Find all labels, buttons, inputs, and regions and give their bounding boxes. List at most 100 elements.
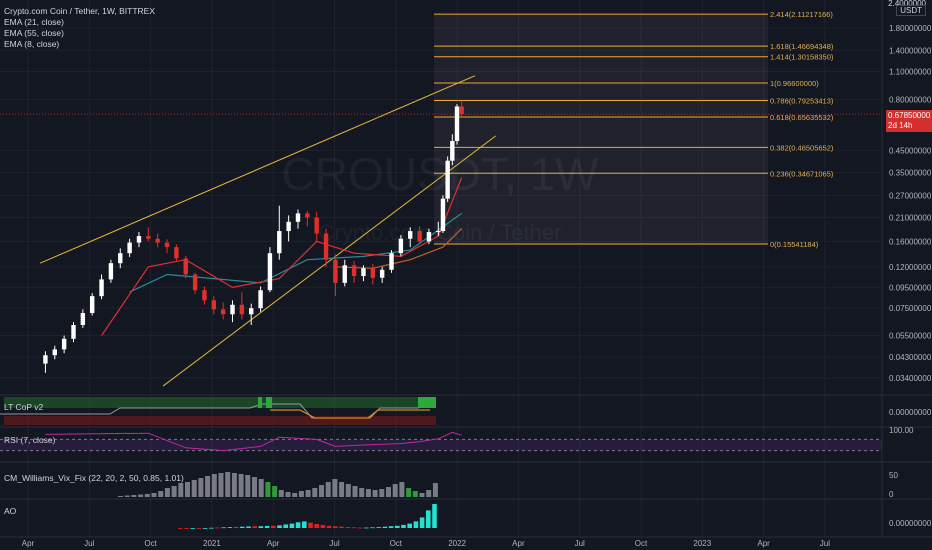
candle bbox=[192, 272, 198, 295]
ao-bar bbox=[376, 527, 381, 528]
time-axis-label: Apr bbox=[512, 539, 525, 548]
price-axis-label: 0.80000000 bbox=[889, 96, 932, 105]
candle-body bbox=[52, 349, 57, 356]
vix-fix-pane: 50 0 bbox=[118, 471, 898, 499]
ltcop-signal-bar bbox=[418, 397, 436, 408]
candle-body bbox=[295, 213, 301, 222]
vix-bar bbox=[171, 486, 177, 497]
candle bbox=[333, 254, 338, 297]
candle-body bbox=[351, 265, 357, 277]
candle bbox=[127, 238, 132, 258]
candle-body bbox=[323, 233, 329, 260]
candle bbox=[389, 250, 394, 273]
time-axis-label: Jul bbox=[820, 539, 830, 548]
time-axis-label: Jul bbox=[84, 539, 94, 548]
symbol-title[interactable]: Crypto.com Coin / Tether, 1W, BITTREX bbox=[4, 6, 156, 16]
ao-bar bbox=[283, 524, 288, 528]
ao-label[interactable]: AO bbox=[4, 506, 17, 516]
vix-bar bbox=[205, 476, 211, 497]
candle bbox=[277, 205, 282, 260]
ao-bar bbox=[289, 523, 295, 528]
time-axis-label: 2023 bbox=[693, 539, 711, 548]
time-axis-label: Oct bbox=[144, 539, 157, 548]
ao-bar bbox=[215, 527, 220, 529]
vix-bar bbox=[426, 490, 432, 497]
candle bbox=[398, 235, 404, 257]
ltcop-green-band bbox=[4, 397, 436, 408]
ema8-line bbox=[335, 228, 463, 269]
price-axis-label: 0.12000000 bbox=[889, 263, 932, 272]
ao-bar bbox=[202, 528, 208, 529]
price-axis-label: 0.05500000 bbox=[889, 332, 932, 341]
price-axis-label: 0.09500000 bbox=[889, 283, 932, 292]
ao-bar bbox=[190, 528, 195, 529]
ao-bar bbox=[295, 522, 301, 528]
ltcop-label[interactable]: LT CoP v2 bbox=[4, 402, 44, 412]
ltcop-axis-value: 0.00000000 bbox=[889, 408, 932, 417]
candle-body bbox=[108, 263, 114, 280]
vix-label[interactable]: CM_Williams_Vix_Fix (22, 20, 2, 50, 0.85… bbox=[4, 473, 184, 483]
candle-body bbox=[90, 296, 95, 314]
indicator-ema8[interactable]: EMA (8, close) bbox=[4, 39, 60, 49]
candle-body bbox=[361, 268, 366, 277]
vix-bar bbox=[345, 484, 351, 497]
candle-body bbox=[450, 141, 455, 161]
vix-bar bbox=[131, 495, 137, 497]
time-axis-label: Oct bbox=[635, 539, 648, 548]
vix-bar bbox=[379, 489, 385, 497]
fib-level-label: 0.382(0.46505652) bbox=[770, 143, 834, 152]
last-price-tag: 0.67850000 2d 14h bbox=[886, 110, 932, 132]
ao-bar bbox=[326, 525, 332, 528]
ao-bar bbox=[339, 526, 344, 528]
time-axis[interactable]: Apr Jul Oct 2021 Apr Jul Oct 2022 Apr Jul Oct 2023 A… bbox=[22, 539, 830, 548]
indicator-ema21[interactable]: EMA (21, close) bbox=[4, 17, 64, 27]
time-axis-label: 2022 bbox=[448, 539, 466, 548]
vix-bar bbox=[399, 482, 405, 497]
candle-body bbox=[146, 236, 151, 239]
candle bbox=[258, 286, 263, 312]
candle bbox=[314, 211, 319, 242]
ao-bar bbox=[184, 528, 189, 529]
rsi-label[interactable]: RSI (7, close) bbox=[4, 435, 56, 445]
candle-body bbox=[220, 309, 226, 315]
fib-level-label: 0.786(0.79253413) bbox=[770, 96, 834, 105]
ao-bar bbox=[252, 526, 257, 528]
fib-level-label: 0.236(0.34671065) bbox=[770, 169, 834, 178]
vix-axis-value: 50 bbox=[889, 471, 898, 480]
time-axis-label: Apr bbox=[267, 539, 280, 548]
vix-bar bbox=[432, 483, 438, 497]
candle bbox=[61, 335, 67, 354]
vix-bar bbox=[339, 482, 345, 497]
parallel-channel[interactable] bbox=[0, 75, 882, 387]
indicator-ema55[interactable]: EMA (55, close) bbox=[4, 28, 64, 38]
ao-bar bbox=[432, 504, 437, 528]
candle-body bbox=[258, 290, 263, 309]
ao-bar bbox=[227, 527, 233, 528]
vix-bar bbox=[218, 473, 224, 497]
ao-bar bbox=[370, 527, 375, 529]
price-axis[interactable]: 1.80000000 1.40000000 1.10000000 0.80000000… bbox=[0, 0, 932, 538]
ao-bar bbox=[196, 528, 202, 529]
ao-bar bbox=[258, 526, 264, 528]
vix-bar bbox=[419, 493, 425, 497]
candle bbox=[80, 309, 86, 328]
candle-body bbox=[239, 304, 245, 315]
candle bbox=[370, 263, 376, 285]
candle bbox=[249, 303, 254, 325]
ao-bar bbox=[407, 523, 412, 528]
currency-unit-badge[interactable]: USDT bbox=[896, 5, 926, 16]
fibonacci-retracement[interactable]: 2.414(2.11217166) 1.618(1.46694348) 1.414(… bbox=[434, 10, 834, 249]
ao-bar bbox=[221, 527, 226, 529]
ltcop-pane: 0.00000000 bbox=[0, 397, 932, 425]
fib-level-label: 2.414(2.11217166) bbox=[770, 10, 833, 19]
candle bbox=[202, 286, 207, 305]
candle bbox=[136, 232, 142, 248]
candle-body bbox=[267, 253, 273, 291]
watermark-ticker: CROUSDT, 1W bbox=[282, 148, 599, 200]
price-axis-label: 0.35000000 bbox=[889, 168, 932, 177]
ao-bar bbox=[178, 528, 183, 529]
vix-bar bbox=[386, 487, 391, 497]
vix-bar bbox=[124, 495, 130, 497]
rsi-pane: 100.00 bbox=[0, 426, 914, 452]
